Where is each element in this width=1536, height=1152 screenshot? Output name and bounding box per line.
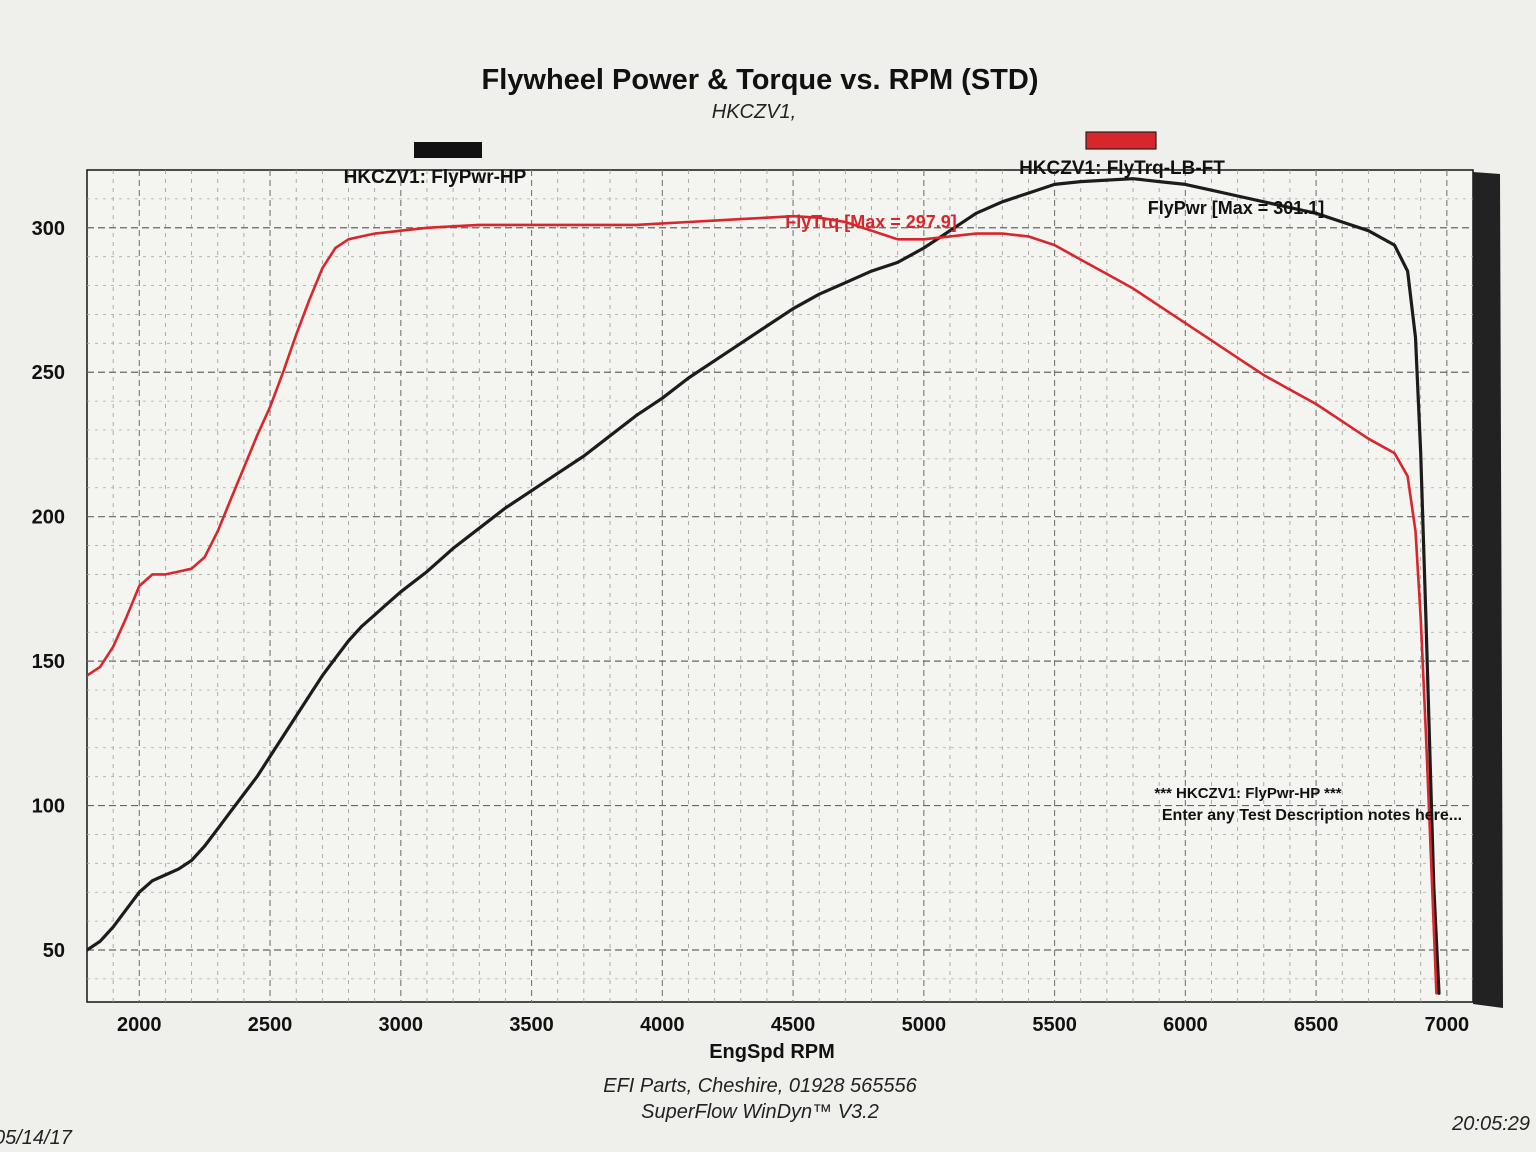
x-tick-label: 2000	[117, 1014, 162, 1036]
y-tick-label: 100	[32, 796, 65, 818]
x-tick-label: 3000	[379, 1014, 424, 1036]
x-tick-label: 7000	[1425, 1014, 1470, 1036]
x-tick-label: 5000	[902, 1014, 947, 1036]
series-line-torque	[87, 214, 1438, 995]
x-tick-label: 6000	[1163, 1014, 1208, 1036]
x-tick-label: 2500	[248, 1014, 293, 1036]
annotation-torque-max: FlyTrq [Max = 297.9]	[785, 212, 957, 232]
axis-tick-labels: 2000 2500 3000 3500 4000 4500 5000 5500 6000 6500…	[32, 218, 1469, 1036]
x-tick-label: 4000	[640, 1014, 685, 1036]
plot-shadow	[1473, 172, 1503, 1008]
footer-time: 20:05:29	[1451, 1113, 1530, 1135]
chart-subtitle: HKCZV1,	[712, 101, 796, 123]
y-tick-label: 150	[32, 651, 65, 673]
legend-swatch-power	[414, 142, 482, 158]
chart-title: Flywheel Power & Torque vs. RPM (STD)	[482, 64, 1039, 96]
footer-date: 05/14/17	[0, 1127, 73, 1149]
x-tick-label: 3500	[509, 1014, 554, 1036]
legend-swatch-torque	[1085, 131, 1157, 150]
note-line-1: *** HKCZV1: FlyPwr-HP ***	[1154, 785, 1341, 802]
series-line-power	[87, 177, 1441, 995]
x-tick-label: 5500	[1032, 1014, 1077, 1036]
curves	[87, 177, 1441, 995]
annotation-power-max: FlyPwr [Max = 301.1]	[1148, 198, 1325, 218]
note-line-2: Enter any Test Description notes here...	[1162, 807, 1462, 824]
x-tick-label: 6500	[1294, 1014, 1339, 1036]
legend-label-power: HKCZV1: FlyPwr-HP	[344, 167, 527, 188]
footer-company: EFI Parts, Cheshire, 01928 565556	[603, 1075, 917, 1097]
legend-label-torque: HKCZV1: FlyTrq-LB-FT	[1019, 158, 1225, 179]
y-tick-label: 300	[32, 218, 65, 240]
x-axis-label: EngSpd RPM	[709, 1041, 835, 1063]
grid	[87, 170, 1473, 1002]
footer-software: SuperFlow WinDyn™ V3.2	[641, 1101, 879, 1123]
x-tick-label: 4500	[771, 1014, 816, 1036]
y-tick-label: 50	[43, 940, 65, 962]
y-tick-label: 200	[32, 507, 65, 529]
plot-area	[86, 169, 1474, 1003]
y-tick-label: 250	[32, 362, 65, 384]
